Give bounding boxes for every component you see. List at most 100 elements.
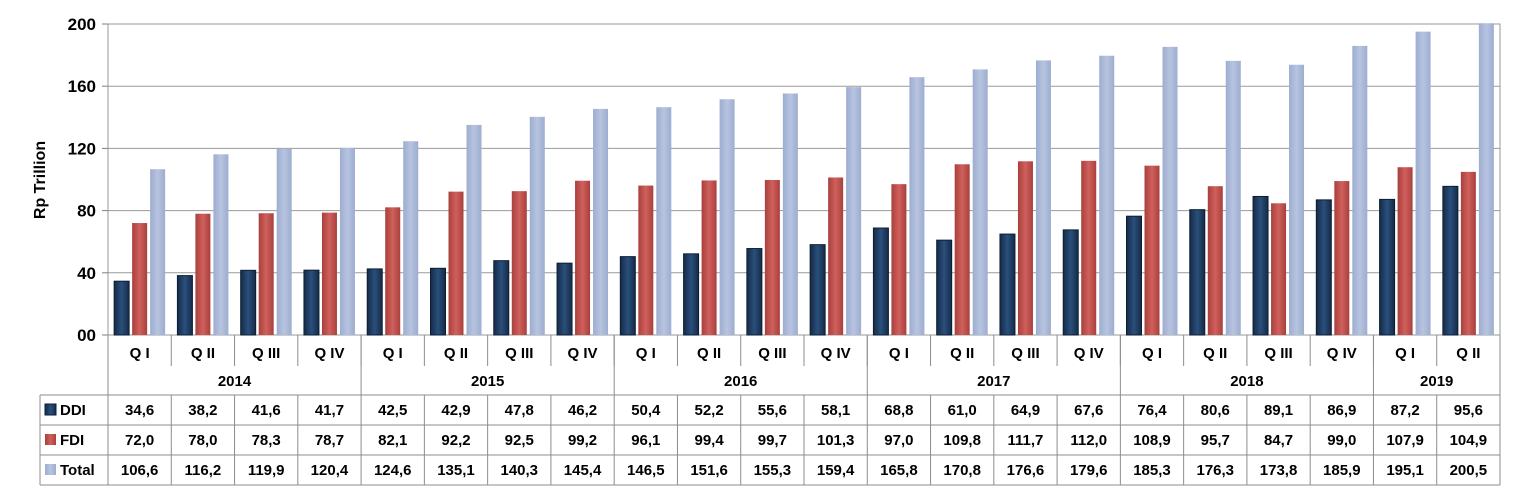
bar-fdi-20 — [1334, 181, 1350, 335]
bar-fdi-1 — [132, 223, 148, 335]
bar-fdi-7 — [511, 191, 527, 335]
bar-ddi-2 — [176, 275, 193, 336]
data-label-fdi: 109,8 — [943, 432, 981, 449]
legend-label-fdi: FDI — [60, 432, 84, 449]
bar-total-18 — [1225, 60, 1241, 335]
bar-total-19 — [1289, 64, 1305, 335]
data-label-total: 179,6 — [1070, 462, 1108, 479]
data-label-total: 170,8 — [943, 462, 981, 479]
bar-fdi-12 — [828, 177, 844, 335]
data-label-total: 106,6 — [121, 462, 159, 479]
data-label-fdi: 107,9 — [1386, 432, 1424, 449]
x-tick-label: Q IV — [314, 345, 344, 362]
bar-ddi-6 — [430, 267, 446, 336]
data-label-ddi: 64,9 — [1011, 402, 1040, 419]
bar-ddi-11 — [746, 248, 763, 336]
bar-ddi-9 — [619, 256, 636, 336]
bar-fdi-15 — [1017, 161, 1033, 335]
data-label-ddi: 89,1 — [1264, 402, 1293, 419]
data-label-fdi: 104,9 — [1450, 432, 1488, 449]
data-label-ddi: 76,4 — [1137, 402, 1167, 419]
bar-fdi-5 — [385, 207, 401, 335]
data-label-total: 140,3 — [500, 462, 538, 479]
data-label-ddi: 58,1 — [821, 402, 850, 419]
year-label: 2019 — [1420, 373, 1453, 390]
year-label: 2014 — [218, 373, 252, 390]
bar-fdi-4 — [321, 212, 337, 335]
data-label-fdi: 99,0 — [1327, 432, 1356, 449]
x-tick-label: Q III — [1011, 345, 1039, 362]
y-tick-label: 80 — [77, 202, 96, 221]
bar-ddi-14 — [936, 239, 953, 336]
data-label-total: 159,4 — [817, 462, 855, 479]
data-label-fdi: 99,7 — [758, 432, 787, 449]
bar-fdi-2 — [195, 213, 211, 335]
x-tick-label: Q II — [697, 345, 721, 362]
x-tick-label: Q II — [1456, 345, 1480, 362]
y-tick-label: 40 — [77, 264, 96, 283]
data-label-fdi: 96,1 — [631, 432, 660, 449]
bar-total-13 — [909, 77, 925, 335]
x-tick-label: Q IV — [1327, 345, 1357, 362]
x-tick-label: Q I — [889, 345, 909, 362]
data-label-ddi: 68,8 — [884, 402, 913, 419]
x-tick-label: Q III — [505, 345, 533, 362]
data-label-fdi: 84,7 — [1264, 432, 1293, 449]
data-label-fdi: 78,7 — [315, 432, 344, 449]
bar-fdi-3 — [258, 213, 274, 335]
data-label-fdi: 92,5 — [505, 432, 534, 449]
data-label-total: 195,1 — [1386, 462, 1424, 479]
data-table: Q I Q II Q III Q IV Q I Q II Q III Q IV Q I Q II Q… — [39, 335, 1501, 486]
data-label-total: 200,5 — [1450, 462, 1488, 479]
data-label-ddi: 80,6 — [1201, 402, 1230, 419]
bar-ddi-19 — [1252, 195, 1269, 336]
data-label-fdi: 78,3 — [252, 432, 281, 449]
legend-key-ddi — [44, 403, 57, 416]
data-label-ddi: 87,2 — [1390, 402, 1419, 419]
data-label-total: 120,4 — [311, 462, 349, 479]
bar-fdi-18 — [1207, 186, 1223, 335]
y-tick-label: 200 — [68, 15, 96, 34]
bar-total-21 — [1415, 31, 1431, 335]
data-label-total: 165,8 — [880, 462, 918, 479]
data-label-fdi: 95,7 — [1201, 432, 1230, 449]
bar-ddi-15 — [999, 233, 1016, 336]
bar-fdi-21 — [1397, 167, 1413, 335]
data-label-total: 146,5 — [627, 462, 665, 479]
x-tick-label: Q IV — [821, 345, 851, 362]
bar-ddi-3 — [240, 269, 257, 336]
bar-ddi-8 — [556, 262, 573, 336]
data-label-total: 176,3 — [1196, 462, 1234, 479]
data-label-ddi: 50,4 — [631, 402, 661, 419]
data-label-ddi: 38,2 — [188, 402, 217, 419]
year-label: 2016 — [724, 373, 757, 390]
bar-ddi-22 — [1442, 185, 1459, 336]
bar-total-14 — [972, 69, 988, 335]
bar-fdi-16 — [1081, 160, 1097, 335]
bar-ddi-21 — [1379, 198, 1396, 336]
x-tick-label: Q II — [191, 345, 215, 362]
data-label-ddi: 41,6 — [252, 402, 281, 419]
y-tick-label: 160 — [68, 77, 96, 96]
bar-fdi-11 — [764, 179, 780, 335]
bar-total-1 — [150, 169, 166, 335]
x-tick-label: Q II — [1203, 345, 1227, 362]
data-label-total: 151,6 — [690, 462, 728, 479]
data-label-total: 173,8 — [1260, 462, 1298, 479]
legend-label-ddi: DDI — [60, 402, 86, 419]
data-label-ddi: 47,8 — [505, 402, 534, 419]
x-tick-label: Q II — [444, 345, 468, 362]
x-tick-label: Q III — [252, 345, 280, 362]
data-label-ddi: 52,2 — [694, 402, 723, 419]
data-label-total: 119,9 — [248, 462, 285, 479]
x-tick-label: Q II — [950, 345, 974, 362]
legend-key-total — [45, 464, 56, 475]
bar-ddi-17 — [1126, 215, 1142, 336]
data-label-total: 116,2 — [185, 462, 222, 479]
data-label-fdi: 101,3 — [817, 432, 855, 449]
data-label-ddi: 95,6 — [1454, 402, 1483, 419]
bar-total-8 — [593, 108, 609, 335]
data-label-total: 176,6 — [1007, 462, 1045, 479]
year-label: 2015 — [471, 373, 504, 390]
